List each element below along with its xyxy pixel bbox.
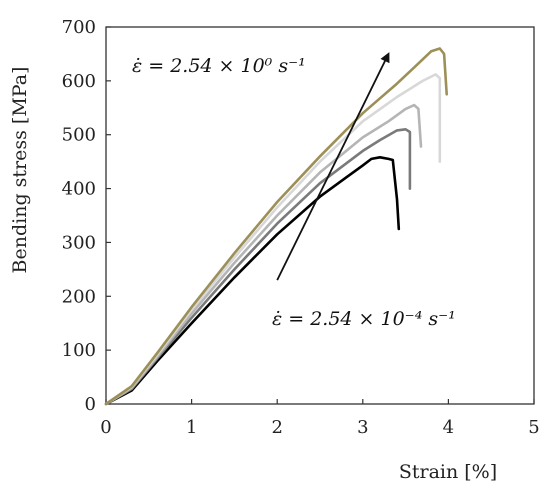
strain-rate-arrow: [276, 52, 390, 281]
series-line-5: [104, 47, 448, 406]
series-line-3: [104, 103, 423, 406]
x-tick-label: 1: [186, 417, 197, 438]
x-tick-label: 5: [528, 417, 539, 438]
y-tick-label: 300: [62, 232, 96, 253]
series-line-1: [104, 156, 401, 406]
y-tick-label: 500: [62, 125, 96, 146]
x-tick-label: 4: [443, 417, 454, 438]
y-tick-label: 700: [62, 17, 96, 38]
y-tick-label: 400: [62, 179, 96, 200]
annotation-bottom-strain-rate: ε̇ = 2.54 × 10⁻⁴ s⁻¹: [272, 308, 456, 330]
x-tick-label: 2: [271, 417, 282, 438]
annotation-top-strain-rate: ε̇ = 2.54 × 10⁰ s⁻¹: [132, 55, 306, 77]
y-tick-label: 600: [62, 71, 96, 92]
x-tick-label: 0: [100, 417, 111, 438]
y-tick-label: 100: [62, 340, 96, 361]
y-tick-label: 0: [85, 394, 96, 415]
plot-frame: [105, 26, 535, 405]
axes: 0 1 2 3 4 5 0 100 200 300 400 500 600 700: [62, 17, 540, 438]
y-axis-title: Bending stress [MPa]: [9, 67, 31, 274]
annotations: ε̇ = 2.54 × 10⁰ s⁻¹ ε̇ = 2.54 × 10⁻⁴ s⁻¹: [132, 52, 456, 330]
y-tick-label: 200: [62, 286, 96, 307]
x-tick-label: 3: [357, 417, 368, 438]
x-axis-title: Strain [%]: [399, 461, 497, 483]
series-group: [104, 47, 448, 406]
